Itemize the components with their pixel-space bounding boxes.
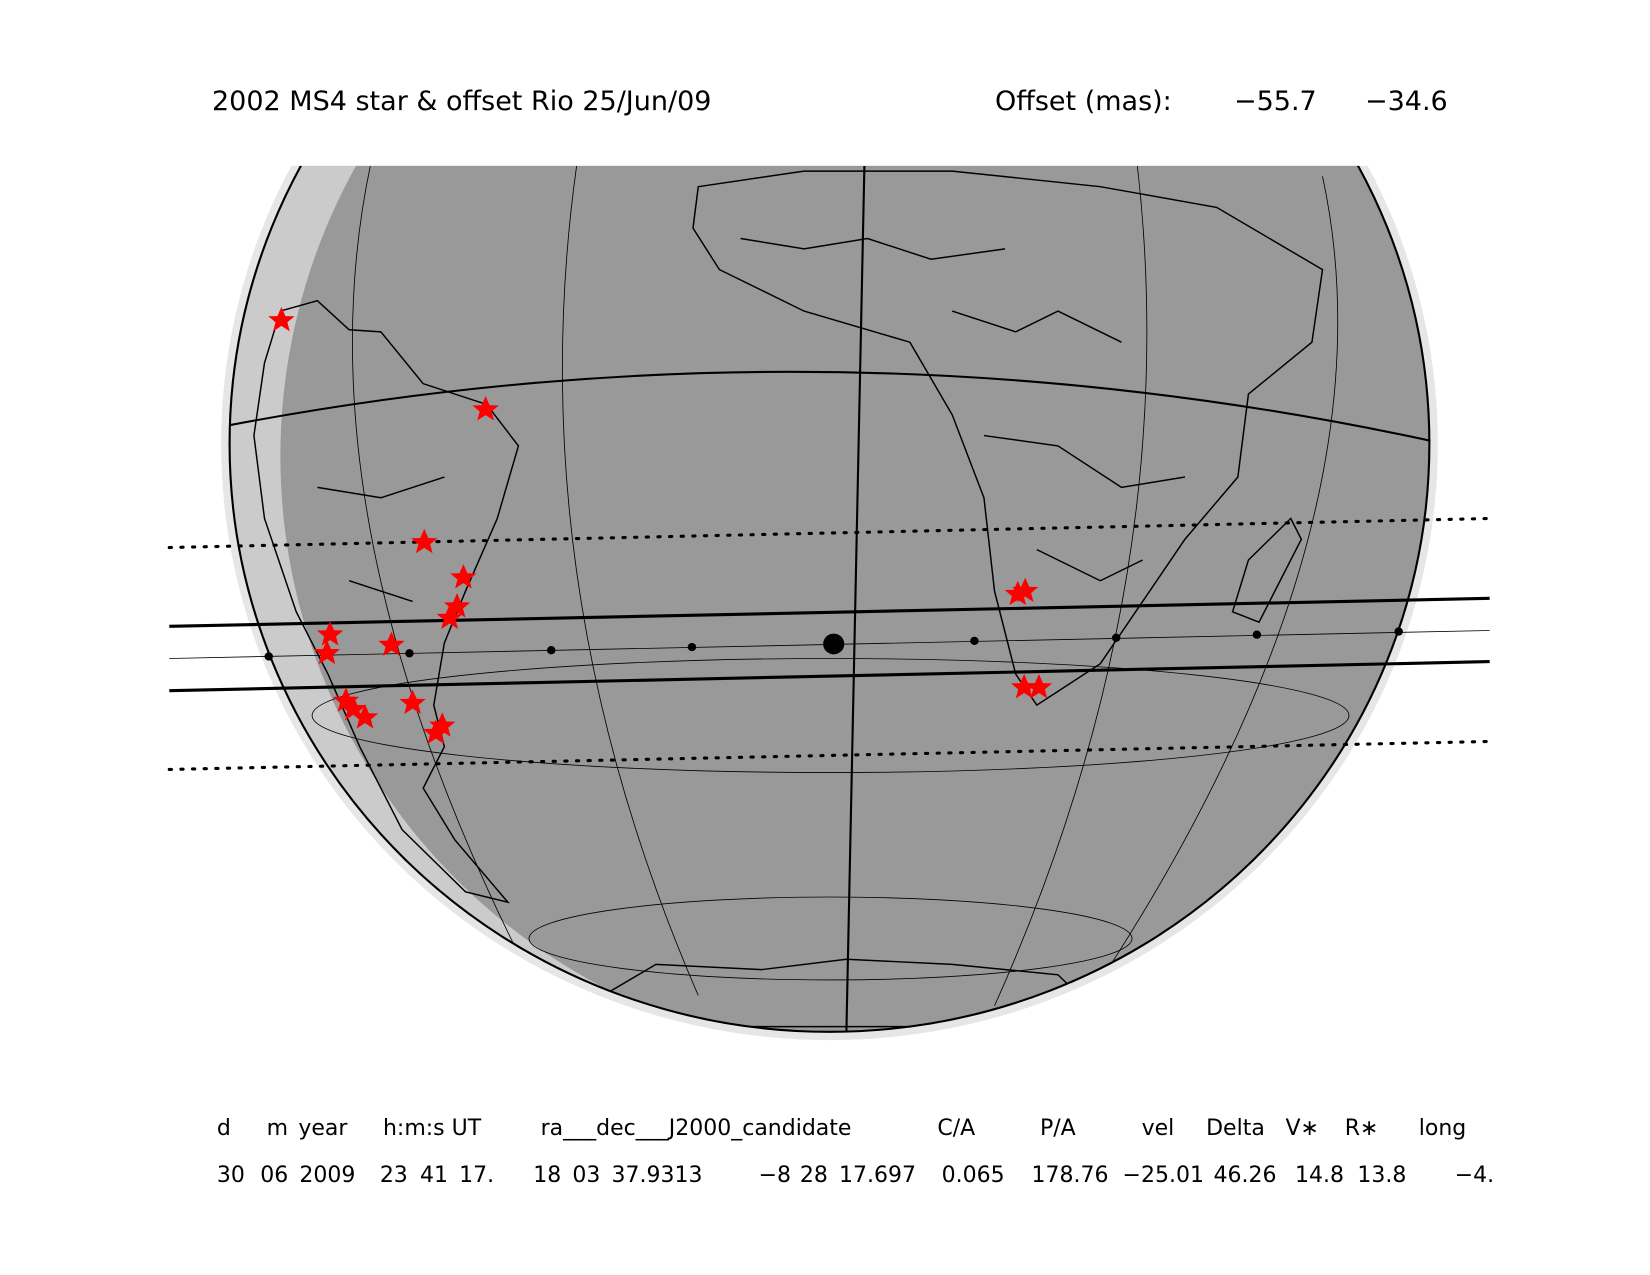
table-cell: 14.8 (1295, 1163, 1344, 1188)
table-cell: 17.697 (839, 1163, 916, 1188)
time-dot (1111, 633, 1121, 642)
time-dot (264, 652, 273, 661)
table-cell: 23 (380, 1163, 408, 1188)
globe-rim (228, 165, 1431, 1033)
table-header: d (217, 1116, 231, 1141)
time-dot (1394, 627, 1403, 636)
table-cell: −4. (1455, 1163, 1494, 1188)
time-dot (405, 649, 414, 658)
table-header: h:m:s UT (383, 1116, 482, 1141)
table-cell: 37.9313 (612, 1163, 703, 1188)
time-marks (264, 627, 1403, 661)
table-cell: 06 (260, 1163, 288, 1188)
time-dot (970, 636, 979, 646)
dotted-limit (167, 739, 1492, 772)
table-cell: 41 (420, 1163, 448, 1188)
table-header: long (1419, 1116, 1466, 1141)
table-header: V∗ (1285, 1116, 1318, 1141)
table-header: P/A (1040, 1116, 1076, 1141)
offset-label: Offset (mas): (995, 86, 1172, 117)
map (167, 165, 1492, 1040)
dotted-limit (167, 516, 1492, 550)
table-header: R∗ (1345, 1116, 1379, 1141)
table-header: Delta (1206, 1116, 1265, 1141)
table-cell: 0.065 (942, 1163, 1005, 1188)
table-cell: 28 (800, 1163, 828, 1188)
event-table: d m year h:m:s UT ra___dec___J2000_candidate… (217, 1116, 1494, 1188)
table-cell: 17. (459, 1163, 494, 1188)
coastlines (253, 170, 1324, 1028)
table-header: vel (1142, 1116, 1175, 1141)
closest-approach (823, 633, 845, 655)
time-dot (687, 642, 697, 652)
table-cell: 178.76 (1032, 1163, 1109, 1188)
table-cell: 13.8 (1357, 1163, 1406, 1188)
table-header: ra___dec___J2000_candidate (541, 1116, 852, 1141)
shadow-limit (169, 596, 1490, 628)
globe-day (280, 165, 1430, 1032)
table-cell: 30 (217, 1163, 245, 1188)
offset-value: −34.6 (1365, 86, 1448, 117)
title: 2002 MS4 star & offset Rio 25/Jun/09 (212, 86, 711, 117)
table-cell: 03 (572, 1163, 600, 1188)
table-cell: 46.26 (1214, 1163, 1277, 1188)
table-header: m (267, 1116, 288, 1141)
table-header: year (298, 1116, 348, 1141)
offset-value: −55.7 (1234, 86, 1317, 117)
table-cell: 18 (533, 1163, 561, 1188)
time-dot (546, 646, 556, 655)
table-cell: −25.01 (1123, 1163, 1204, 1188)
time-dot (1252, 630, 1262, 639)
table-header: C/A (937, 1116, 975, 1141)
table-cell: −8 (759, 1163, 791, 1188)
central-meridian (845, 165, 866, 1032)
globe (221, 165, 1438, 1040)
table-cell: 2009 (299, 1163, 355, 1188)
equator (229, 370, 1431, 442)
shadow-limit (169, 660, 1490, 693)
graticule (311, 165, 1350, 1007)
